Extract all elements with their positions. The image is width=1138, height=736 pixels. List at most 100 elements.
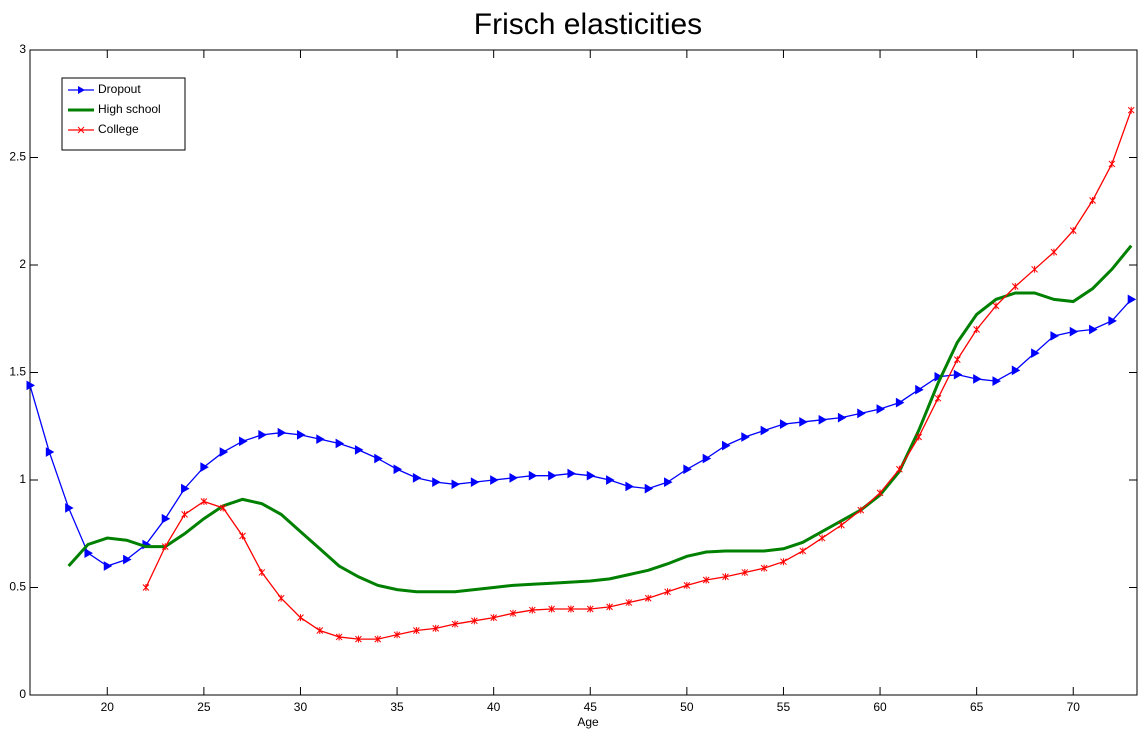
marker — [625, 481, 634, 492]
marker — [277, 427, 287, 438]
marker — [1069, 326, 1079, 337]
marker — [953, 369, 963, 380]
marker — [200, 462, 209, 472]
marker — [296, 429, 306, 440]
y-tick-label: 2.5 — [9, 150, 26, 164]
marker — [335, 438, 345, 449]
marker — [316, 627, 324, 634]
marker — [567, 468, 576, 479]
marker — [586, 470, 596, 481]
marker — [1050, 248, 1058, 256]
marker — [200, 498, 208, 505]
marker — [45, 447, 55, 457]
marker — [683, 581, 691, 589]
marker — [123, 554, 132, 565]
marker — [509, 472, 518, 483]
marker — [741, 432, 750, 442]
marker — [1050, 331, 1059, 341]
marker — [548, 470, 557, 481]
marker — [915, 433, 923, 441]
marker — [722, 573, 729, 581]
marker — [1031, 265, 1038, 273]
marker — [895, 397, 905, 408]
marker — [780, 558, 787, 566]
marker — [103, 561, 113, 571]
marker — [760, 564, 768, 572]
marker — [1127, 294, 1137, 305]
marker — [65, 503, 74, 513]
marker — [857, 506, 865, 514]
marker — [161, 513, 171, 524]
legend-label: Dropout — [98, 82, 141, 96]
marker — [374, 453, 383, 464]
marker — [451, 479, 461, 490]
x-tick-label: 30 — [294, 700, 308, 714]
marker — [625, 599, 633, 607]
x-tick-label: 20 — [101, 700, 115, 714]
marker — [992, 376, 1001, 386]
marker — [1069, 227, 1077, 235]
marker — [818, 414, 828, 425]
marker — [1127, 106, 1135, 114]
marker — [219, 447, 229, 457]
marker — [432, 624, 440, 632]
marker — [1089, 197, 1096, 204]
marker — [973, 326, 981, 333]
marker — [1011, 283, 1019, 290]
x-tick-label: 35 — [390, 700, 404, 714]
marker — [779, 419, 789, 429]
y-tick-label: 2 — [19, 257, 26, 271]
marker — [760, 425, 770, 436]
x-axis-label: Age — [577, 715, 599, 729]
marker — [470, 617, 478, 625]
marker — [934, 394, 942, 402]
marker — [374, 635, 382, 643]
marker — [528, 606, 536, 614]
x-tick-label: 70 — [1067, 700, 1081, 714]
marker — [490, 475, 499, 485]
chart-title: Frisch elasticities — [474, 8, 702, 41]
marker — [239, 532, 246, 540]
marker — [142, 584, 150, 591]
marker — [721, 440, 731, 451]
y-tick-label: 1.5 — [9, 365, 26, 379]
marker — [837, 412, 847, 423]
marker — [413, 627, 420, 634]
x-tick-label: 25 — [197, 700, 211, 714]
marker — [741, 568, 749, 576]
marker — [664, 477, 673, 488]
marker — [393, 464, 403, 475]
x-tick-label: 65 — [970, 700, 984, 714]
marker — [258, 568, 266, 576]
marker — [548, 605, 555, 613]
marker — [915, 384, 924, 395]
marker — [509, 609, 517, 617]
marker — [393, 631, 401, 639]
legend-label: High school — [98, 102, 161, 116]
marker — [258, 429, 267, 440]
plot-frame — [29, 49, 1138, 696]
legend-marker — [77, 126, 85, 134]
x-tick-label: 50 — [680, 700, 694, 714]
y-tick-label: 0 — [19, 687, 26, 701]
marker — [606, 603, 613, 611]
marker — [799, 547, 807, 555]
x-tick-label: 40 — [487, 700, 501, 714]
marker — [586, 605, 594, 613]
marker — [470, 477, 480, 488]
x-tick-label: 45 — [584, 700, 598, 714]
marker — [528, 470, 538, 481]
marker — [1031, 348, 1040, 359]
legend-label: College — [98, 122, 139, 136]
marker — [432, 477, 441, 488]
marker — [799, 417, 808, 427]
series-line — [145, 109, 1132, 640]
marker — [335, 633, 343, 641]
series-line — [67, 244, 1133, 594]
marker — [838, 521, 845, 529]
marker — [84, 548, 93, 558]
marker — [818, 534, 826, 542]
marker — [181, 510, 188, 518]
marker — [896, 465, 903, 473]
